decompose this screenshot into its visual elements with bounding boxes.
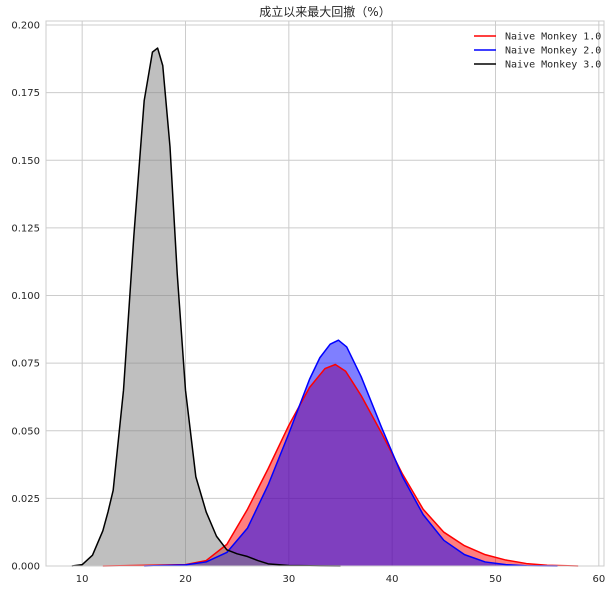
- series-layer: [71, 47, 579, 567]
- tick-labels: 10 20 30 40 50 60 0.000 0.025 0.050 0.075 0.100 0.1…: [11, 21, 605, 585]
- y-tick-label: 0.200: [11, 21, 40, 32]
- series-1-line: [102, 363, 579, 567]
- legend-label-1: Naive Monkey 1.0: [505, 32, 601, 43]
- legend-label-3: Naive Monkey 3.0: [505, 60, 601, 71]
- y-tick-label: 0.075: [11, 359, 40, 370]
- axes-layer: [45, 20, 605, 567]
- legend: Naive Monkey 1.0 Naive Monkey 2.0 Naive Mo…: [474, 32, 601, 71]
- legend-label-2: Naive Monkey 2.0: [505, 46, 601, 57]
- x-tick-label: 10: [76, 574, 89, 585]
- series-2-fill: [144, 340, 558, 566]
- x-tick-label: 40: [386, 574, 399, 585]
- chart-title: 成立以来最大回撤（%）: [259, 4, 390, 19]
- x-tick-label: 50: [489, 574, 502, 585]
- x-tick-label: 60: [592, 574, 605, 585]
- y-tick-label: 0.175: [11, 88, 40, 99]
- series-2-line: [144, 339, 558, 567]
- y-tick-label: 0.050: [11, 426, 40, 437]
- y-tick-label: 0.125: [11, 223, 40, 234]
- y-tick-label: 0.025: [11, 494, 40, 505]
- x-tick-label: 30: [282, 574, 295, 585]
- axes-frame: [45, 20, 605, 567]
- series-3-line: [71, 47, 341, 567]
- y-tick-label: 0.000: [11, 562, 40, 573]
- y-tick-label: 0.150: [11, 156, 40, 167]
- y-tick-label: 0.100: [11, 291, 40, 302]
- x-tick-label: 20: [179, 574, 192, 585]
